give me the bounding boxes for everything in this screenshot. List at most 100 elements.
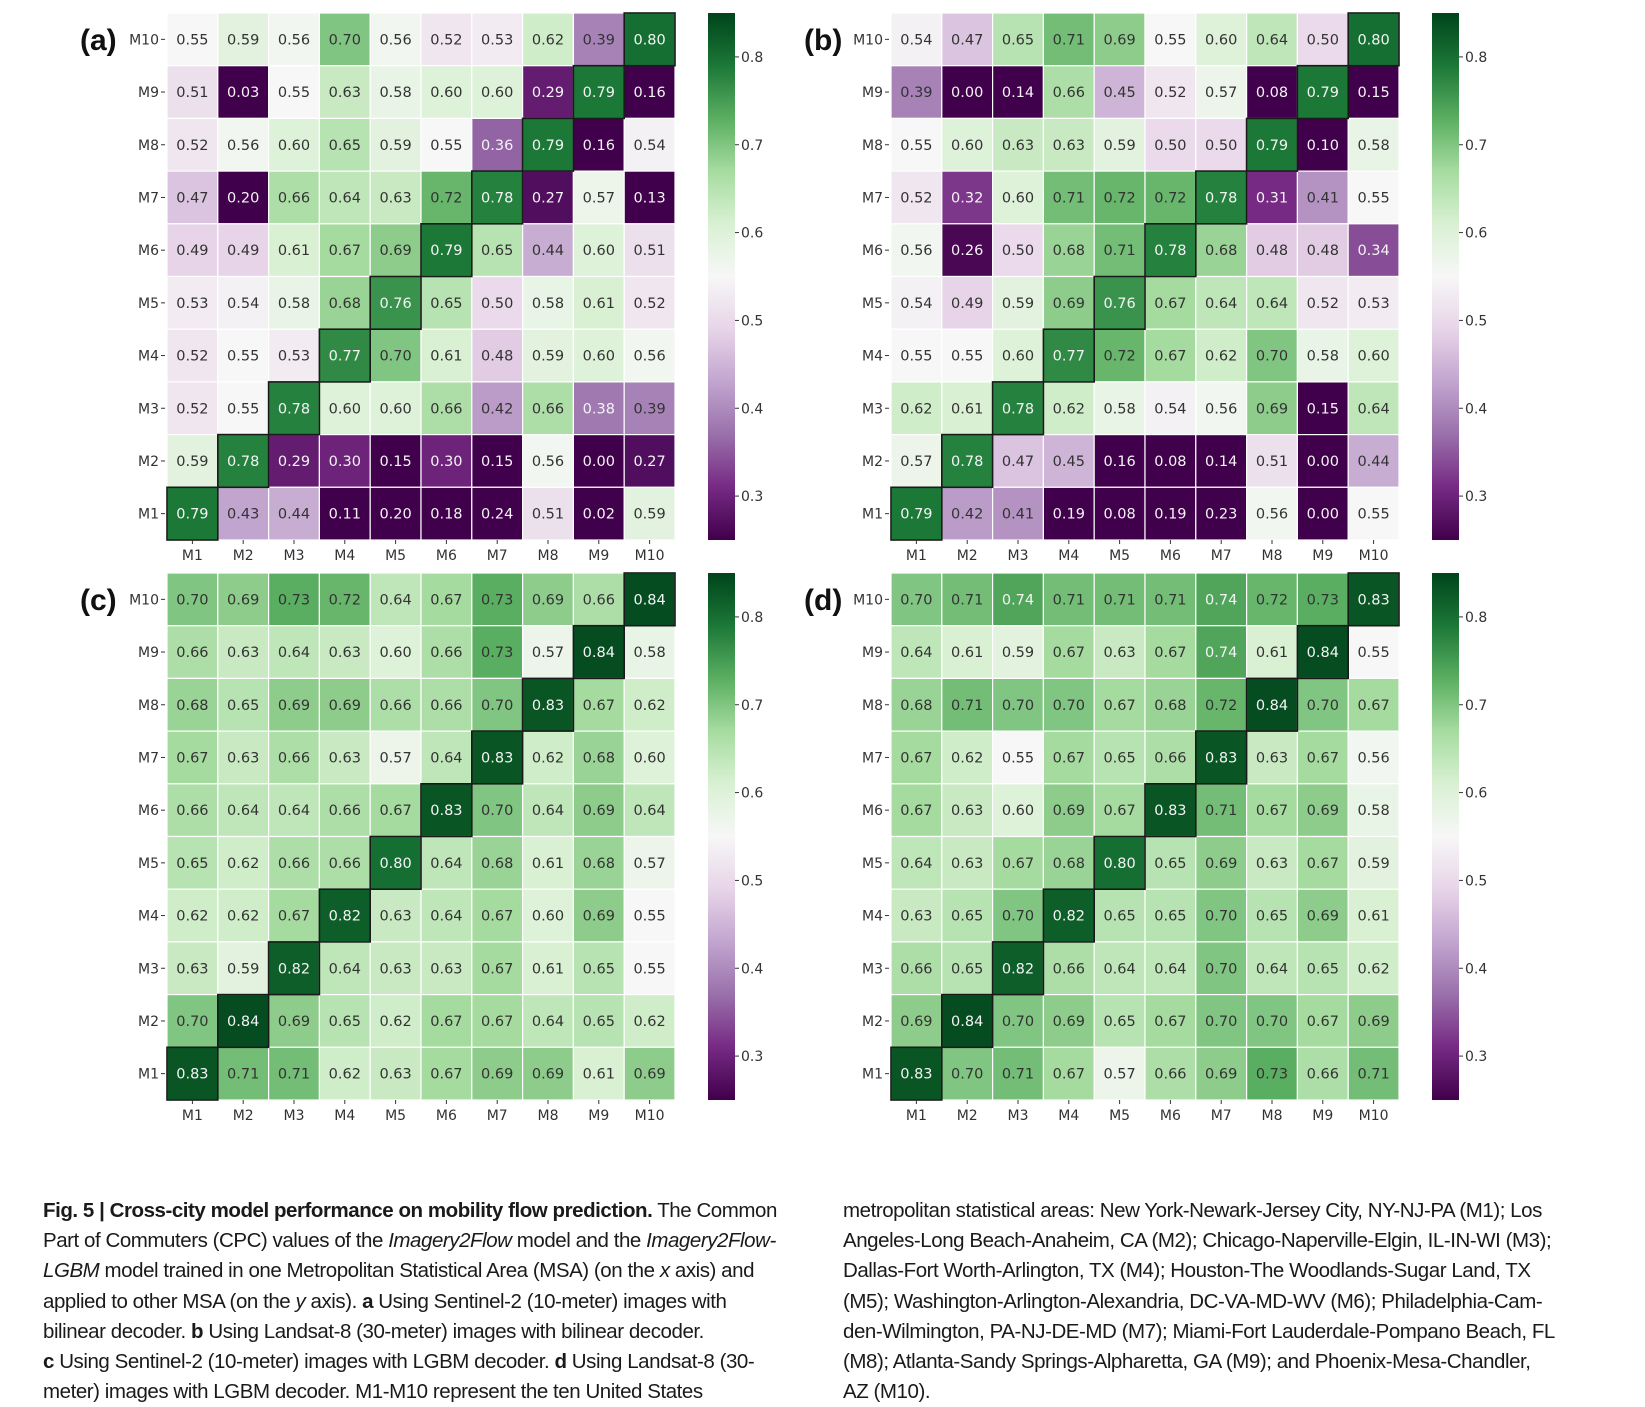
heatmap-cell [217, 381, 270, 436]
cell-value-label: 0.83 [532, 698, 564, 714]
heatmap-cell [1296, 170, 1349, 225]
diagonal-cell-border [941, 993, 994, 1049]
colorbar [708, 13, 735, 540]
cell-value-label: 0.51 [532, 507, 564, 523]
heatmap-cell [1042, 941, 1095, 996]
cell-value-label: 0.66 [430, 645, 462, 661]
diagonal-cell-border [1042, 328, 1095, 383]
caption-text: den-Wilmington, PA-NJ-DE-MD (M7); Miami-… [843, 1319, 1555, 1343]
heatmap-cell [1245, 783, 1298, 838]
cell-value-label: 0.63 [176, 961, 208, 977]
cell-value-label: 0.63 [900, 909, 932, 925]
cell-value-label: 0.63 [329, 85, 361, 101]
diagonal-cell-border [1093, 835, 1146, 891]
cell-value-label: 0.61 [951, 645, 983, 661]
caption-text: Using Landsat-8 (30-meter) images with b… [203, 1319, 704, 1343]
heatmap-cell [941, 625, 994, 679]
caption-bold-text: c [43, 1350, 54, 1374]
cell-value-label: 0.61 [951, 401, 983, 417]
cell-value-label: 0.53 [278, 349, 310, 365]
cell-value-label: 0.63 [227, 645, 259, 661]
heatmap-cell [992, 65, 1045, 119]
heatmap-cell [1093, 12, 1146, 67]
panel-label: (d) [804, 584, 843, 617]
cell-value-label: 0.66 [278, 190, 310, 206]
cell-value-label: 0.58 [633, 645, 665, 661]
x-tick-label: M10 [635, 548, 665, 564]
colorbar-tick-label: 0.7 [1465, 698, 1487, 714]
heatmap-cell [941, 170, 994, 225]
y-tick-label: M2 [138, 1014, 159, 1030]
heatmap-cell [890, 835, 943, 890]
cell-value-label: 0.64 [430, 750, 462, 766]
heatmap-cell [1296, 888, 1349, 943]
colorbar-tick-label: 0.7 [741, 698, 763, 714]
heatmap-svg: 0.70 0.71 0.74 0.71 0.71 0.71 0.74 0.72 0.73 0.83… [853, 572, 1487, 1124]
caption-text: Using Sentinel-2 (10-meter) images with [373, 1289, 727, 1313]
heatmap-cell [1347, 888, 1400, 943]
cell-value-label: 0.67 [1002, 856, 1034, 872]
cell-value-label: 0.76 [379, 296, 411, 312]
heatmap-cell [890, 994, 943, 1048]
heatmap-cell [318, 223, 371, 278]
cell-value-label: 0.68 [176, 698, 208, 714]
cell-value-label: 0.71 [1103, 592, 1135, 608]
cell-value-label: 0.61 [583, 296, 615, 312]
x-tick-label: M10 [1359, 548, 1389, 564]
heatmap-cell [623, 381, 676, 436]
cell-value-label: 0.66 [430, 698, 462, 714]
caption-text: axis) and [669, 1259, 755, 1283]
cell-value-label: 0.78 [1154, 243, 1186, 259]
heatmap-cell [369, 117, 422, 172]
cell-value-label: 0.45 [1103, 85, 1135, 101]
cell-value-label: 0.62 [900, 401, 932, 417]
heatmap-cell [521, 835, 574, 890]
cell-value-label: 0.69 [583, 803, 615, 819]
cell-value-label: 0.60 [1357, 349, 1389, 365]
cell-value-label: 0.67 [1053, 1067, 1085, 1083]
diagonal-cell-border [420, 223, 473, 278]
heatmap-cell [369, 888, 422, 943]
y-tick-label: M6 [138, 243, 159, 259]
cell-value-label: 0.69 [532, 1067, 564, 1083]
y-tick-label: M6 [862, 243, 883, 259]
heatmap-cell [941, 677, 994, 732]
y-tick-label: M8 [138, 138, 159, 154]
cell-value-label: 0.69 [1307, 803, 1339, 819]
heatmap-cell [572, 1046, 625, 1101]
cell-value-label: 0.16 [583, 138, 615, 154]
heatmap-cell [217, 12, 270, 67]
colorbar-tick-label: 0.5 [741, 873, 763, 889]
cell-value-label: 0.63 [1002, 138, 1034, 154]
heatmap-cell [1195, 117, 1248, 172]
cell-value-label: 0.61 [532, 961, 564, 977]
y-tick-label: M6 [138, 803, 159, 819]
cell-value-label: 0.66 [329, 856, 361, 872]
cell-value-label: 0.80 [633, 32, 665, 48]
cell-value-label: 0.65 [1307, 961, 1339, 977]
x-tick-label: M7 [487, 1108, 508, 1124]
heatmap-cell [890, 381, 943, 436]
cell-value-label: 0.58 [1103, 401, 1135, 417]
cell-value-label: 0.67 [278, 909, 310, 925]
heatmap-cell [1245, 223, 1298, 278]
cell-value-label: 0.69 [278, 1014, 310, 1030]
cell-value-label: 0.66 [379, 698, 411, 714]
cell-value-label: 0.61 [1256, 645, 1288, 661]
heatmap-cell [572, 170, 625, 225]
heatmap-cell [1144, 486, 1197, 541]
cell-value-label: 0.78 [951, 454, 983, 470]
x-tick-label: M2 [233, 1108, 254, 1124]
heatmap-cell [420, 223, 473, 278]
heatmap-cell [471, 994, 524, 1048]
x-tick-label: M9 [1312, 548, 1333, 564]
cell-value-label: 0.68 [329, 296, 361, 312]
cell-value-label: 0.61 [583, 1067, 615, 1083]
caption-line: Fig. 5 | Cross-city model performance on… [43, 1196, 813, 1226]
x-tick-label: M7 [1211, 1108, 1232, 1124]
cell-value-label: 0.62 [1205, 349, 1237, 365]
cell-value-label: 0.62 [633, 698, 665, 714]
cell-value-label: 0.61 [430, 349, 462, 365]
diagonal-cell-border [1296, 624, 1350, 680]
heatmap-cell [471, 434, 524, 488]
